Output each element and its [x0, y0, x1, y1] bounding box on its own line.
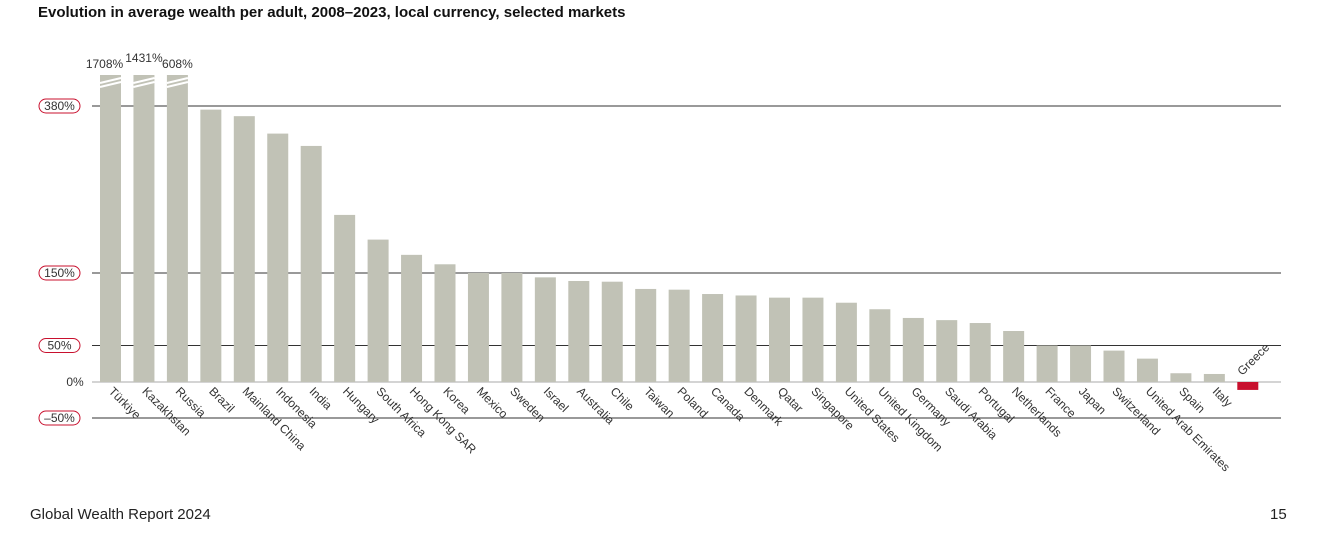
y-tick-label-1: 0%	[66, 375, 84, 389]
bar-taiwan	[635, 288, 657, 382]
report-name: Global Wealth Report 2024	[30, 506, 211, 523]
bar-united-states	[835, 302, 857, 382]
bar-switzerland	[1103, 350, 1125, 382]
x-tick-label-japan: Japan	[1076, 384, 1109, 417]
broken-bar-labels: 1708% 1431% 608%	[86, 51, 193, 71]
bar-sweden	[501, 273, 523, 382]
x-tick-label-brazil: Brazil	[206, 384, 237, 415]
x-tick-label-india: India	[307, 384, 336, 413]
y-tick-label-2: 50%	[47, 339, 71, 353]
broken-bar-label-2: 608%	[162, 57, 193, 71]
axis-break-mark	[133, 77, 155, 84]
x-tick-label-mexico: Mexico	[474, 384, 511, 421]
bar-germany	[902, 317, 924, 382]
axis-break-mark	[99, 81, 122, 88]
y-tick-label-0: –50%	[44, 411, 75, 425]
x-tick-label-chile: Chile	[608, 384, 637, 413]
bar-chart: –50%0%50%150%380% TürkiyeKazakhstanRussi…	[38, 51, 1281, 474]
bar-t-rkiye	[100, 75, 121, 382]
page-number: 15	[1270, 506, 1287, 523]
y-tick-label-3: 150%	[44, 266, 75, 280]
bar-france	[1036, 345, 1058, 382]
bar-netherlands	[1003, 331, 1025, 382]
y-tick-badge-4	[38, 98, 81, 114]
broken-bar-label-0: 1708%	[86, 57, 124, 71]
bar-kazakhstan	[133, 75, 155, 382]
bar-united-arab-emirates	[1136, 358, 1158, 382]
y-tick-badge-2	[38, 338, 81, 353]
y-tick-badge-0	[38, 410, 81, 426]
bar-korea	[434, 264, 456, 382]
bar-brazil	[200, 109, 222, 382]
bar-japan	[1070, 345, 1092, 382]
bar-australia	[568, 280, 590, 382]
bar-italy	[1203, 373, 1225, 382]
y-axis-labels: –50% 0% 50% 150% 380%	[38, 98, 84, 426]
bar-denmark	[735, 295, 757, 382]
x-tick-label-spain: Spain	[1176, 384, 1208, 416]
axis-break-mark	[99, 77, 122, 84]
bars	[99, 75, 1259, 390]
axis-break-mark	[133, 81, 155, 88]
bar-hungary	[334, 214, 356, 382]
bar-india	[300, 145, 322, 382]
y-tick-label-4: 380%	[44, 99, 75, 113]
bar-poland	[668, 289, 690, 382]
bar-saudi-arabia	[936, 320, 958, 382]
x-tick-label-poland: Poland	[675, 384, 711, 420]
axis-break-mark	[166, 77, 189, 84]
bar-singapore	[802, 297, 824, 382]
bar-south-africa	[367, 239, 389, 382]
x-tick-label-qatar: Qatar	[775, 384, 806, 415]
bar-canada	[702, 294, 724, 382]
x-tick-label-sweden: Sweden	[507, 384, 548, 425]
x-tick-label-israel: Israel	[541, 384, 572, 415]
bar-spain	[1170, 373, 1192, 382]
bar-qatar	[769, 297, 790, 382]
bar-mainland-china	[233, 116, 255, 382]
x-tick-label-t-rkiye: Türkiye	[106, 384, 144, 422]
bar-chile	[601, 281, 623, 382]
y-tick-badge-3	[38, 265, 81, 281]
x-tick-label-italy: Italy	[1210, 384, 1235, 409]
bar-israel	[534, 277, 556, 382]
broken-bar-label-1: 1431%	[125, 51, 163, 65]
bar-portugal	[969, 323, 991, 382]
axis-break-mark	[166, 81, 189, 88]
chart-title: Evolution in average wealth per adult, 2…	[38, 4, 626, 21]
x-tick-label-taiwan: Taiwan	[641, 384, 677, 420]
bar-russia	[166, 75, 188, 382]
bar-united-kingdom	[869, 309, 891, 382]
bar-mexico	[467, 273, 489, 382]
bar-hong-kong-sar	[401, 254, 423, 382]
bar-indonesia	[267, 133, 289, 382]
bar-greece	[1237, 382, 1259, 390]
